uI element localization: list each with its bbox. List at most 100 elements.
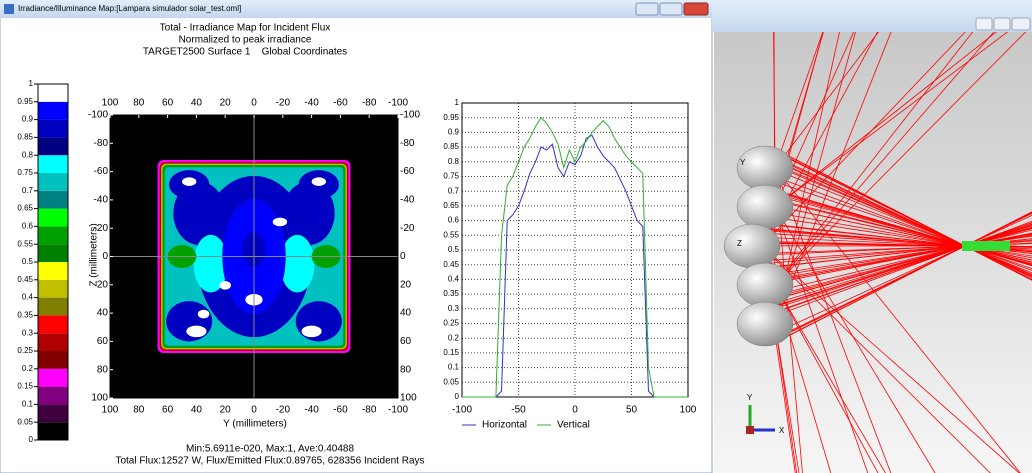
x-tick-label: 60	[162, 98, 174, 109]
x-tick-label: -80	[362, 405, 377, 416]
y-tick-label: -20	[94, 223, 109, 234]
color-cell	[38, 422, 68, 440]
y-tick-label: 0	[102, 251, 108, 262]
y-tick-label: 80	[97, 364, 109, 375]
x-tick-label: 0	[251, 98, 257, 109]
y-tick-label: 80	[400, 364, 412, 375]
footer-line: Min:5.6911e-020, Max:1, Ave:0.40488	[186, 444, 355, 455]
color-cell	[38, 209, 68, 227]
color-cell	[38, 387, 68, 405]
x-tick-label: -40	[304, 98, 319, 109]
window-icon	[4, 4, 14, 14]
colorbar-tick-label: 0.85	[17, 133, 33, 142]
x-tick-label: -100	[452, 405, 472, 416]
x-tick-label: 80	[133, 98, 145, 109]
footer-line: Total Flux:12527 W, Flux/Emitted Flux:0.…	[115, 456, 424, 467]
y-tick-label: 40	[97, 308, 109, 319]
y-tick-label: 0.05	[443, 377, 459, 386]
map-region	[166, 301, 212, 341]
colorbar-tick-label: 0.55	[17, 239, 33, 248]
lens	[737, 185, 793, 229]
colorbar-tick-label: 0.7	[22, 186, 34, 195]
colorbar-tick-label: 0.35	[17, 311, 33, 320]
y-tick-label: 60	[97, 336, 109, 347]
target	[962, 241, 1010, 251]
x-tick-label: -80	[362, 98, 377, 109]
colorbar-tick-label: 0.2	[22, 364, 34, 373]
x-tick-label: 20	[220, 405, 232, 416]
y-tick-label: 0.65	[443, 201, 459, 210]
y-tick-label: 0.5	[448, 245, 460, 254]
colorbar-tick-label: 0.9	[22, 115, 34, 124]
y-tick-label: 0	[400, 251, 406, 262]
object-label: Z	[737, 239, 742, 248]
x-tick-label: 100	[680, 405, 697, 416]
close-button[interactable]	[1012, 18, 1030, 30]
y-tick-label: 0	[455, 392, 460, 401]
x-tick-label: -50	[511, 405, 526, 416]
color-cell	[38, 280, 68, 298]
maximize-button[interactable]	[660, 3, 682, 15]
colorbar-tick-label: 0.1	[22, 400, 34, 409]
x-tick-label: 50	[626, 405, 638, 416]
object-label: Y	[740, 158, 746, 167]
x-tick-label: 0	[572, 405, 578, 416]
y-tick-label: 60	[400, 336, 412, 347]
y-tick-label: 0.4	[448, 275, 460, 284]
x-tick-label: 20	[220, 98, 232, 109]
colorbar-tick-label: 0.75	[17, 168, 33, 177]
y-tick-label: 40	[400, 308, 412, 319]
map-region	[198, 310, 210, 319]
y-tick-label: 0.25	[443, 319, 459, 328]
map-region	[302, 326, 322, 338]
header-line: Total - Irradiance Map for Incident Flux	[160, 23, 331, 34]
colorbar-tick-label: 0.25	[17, 346, 33, 355]
y-tick-label: 100	[400, 393, 417, 404]
y-tick-label: 0.55	[443, 230, 459, 239]
y-tick-label: 0.75	[443, 172, 459, 181]
colorbar-tick-label: 0	[29, 435, 34, 444]
y-tick-label: -40	[94, 195, 109, 206]
minimize-button[interactable]	[976, 18, 992, 30]
colorbar-tick-label: 1	[29, 79, 34, 88]
y-tick-label: 0.15	[443, 348, 459, 357]
color-cell	[38, 369, 68, 387]
lens	[737, 302, 793, 346]
lens	[724, 224, 780, 268]
y-tick-label: 20	[97, 279, 109, 290]
colorbar-tick-label: 0.65	[17, 204, 33, 213]
lens	[737, 146, 793, 190]
y-tick-label: 100	[91, 393, 108, 404]
color-cell	[38, 155, 68, 173]
x-tick-label: -60	[333, 405, 348, 416]
x-tick-label: -40	[304, 405, 319, 416]
color-cell	[38, 333, 68, 351]
triad-origin	[746, 426, 754, 434]
colorbar-tick-label: 0.05	[17, 417, 33, 426]
screen: Irradiance/Illuminance Map:[Lampara simu…	[0, 0, 1032, 473]
y-tick-label: -60	[400, 166, 415, 177]
maximize-button[interactable]	[994, 18, 1010, 30]
y-tick-label: 0.1	[448, 363, 460, 372]
color-cell	[38, 173, 68, 191]
x-tick-label: 60	[162, 405, 174, 416]
y-tick-label: 0.8	[448, 157, 460, 166]
color-cell	[38, 315, 68, 333]
map-region	[219, 281, 231, 290]
colorbar-tick-label: 0.45	[17, 275, 33, 284]
color-cell	[38, 137, 68, 155]
x-tick-label: -100	[388, 98, 408, 109]
y-tick-label: 0.3	[448, 304, 460, 313]
color-cell	[38, 404, 68, 422]
y-tick-label: -100	[400, 110, 420, 121]
map-region	[186, 326, 206, 338]
x-tick-label: 80	[133, 405, 145, 416]
color-cell	[38, 244, 68, 262]
triad-label: X	[779, 426, 785, 435]
y-tick-label: 0.95	[443, 113, 459, 122]
triad-label: Y	[747, 393, 753, 402]
close-button[interactable]	[684, 3, 708, 15]
x-tick-label: 0	[251, 405, 257, 416]
y-tick-label: -40	[400, 195, 415, 206]
minimize-button[interactable]	[636, 3, 658, 15]
